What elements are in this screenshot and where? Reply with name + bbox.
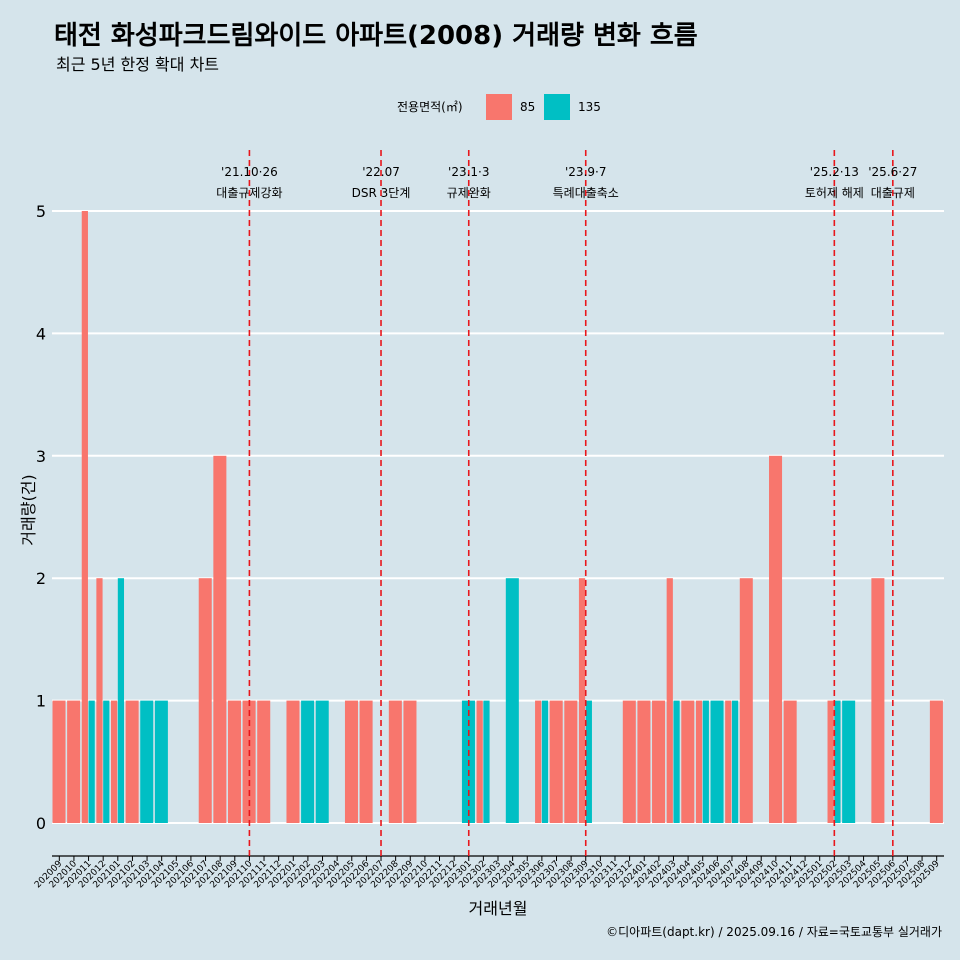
bar: [769, 455, 783, 823]
bar: [783, 700, 797, 823]
bar: [117, 578, 125, 823]
bar: [622, 700, 636, 823]
caption: ©디아파트(dapt.kr) / 2025.09.16 / 자료=국토교통부 실…: [606, 925, 942, 939]
annotation-date: '25.2·13: [810, 165, 859, 179]
y-tick-label: 5: [36, 202, 46, 221]
bar: [96, 578, 103, 823]
legend-label-135: 135: [578, 100, 601, 114]
y-tick-label: 1: [36, 692, 46, 711]
y-axis-title: 거래량(건): [19, 474, 38, 545]
annotation-text: 대출규제: [871, 186, 915, 200]
y-tick-label: 2: [36, 569, 46, 588]
annotation-text: 규제완화: [447, 186, 491, 200]
bar: [103, 700, 110, 823]
bar: [564, 700, 578, 823]
annotation-text: 대출규제강화: [216, 186, 282, 200]
y-axis: 0 1 2 3 4 5: [36, 202, 46, 833]
bar: [315, 700, 329, 823]
annotation-text: DSR 3단계: [352, 186, 411, 200]
bars: [52, 211, 943, 823]
legend-label-85: 85: [520, 100, 535, 114]
bar: [827, 700, 834, 823]
bar: [578, 578, 586, 823]
legend-title: 전용면적(㎡): [397, 100, 463, 114]
annotation-date: '23.1·3: [448, 165, 489, 179]
bar: [403, 700, 417, 823]
chart-subtitle: 최근 5년 한정 확대 차트: [56, 55, 219, 74]
x-axis: 2020092020102020112020122021012021022021…: [33, 855, 944, 890]
bar: [541, 700, 549, 823]
x-axis-title: 거래년월: [469, 899, 528, 918]
bar: [666, 578, 673, 823]
bar: [286, 700, 300, 823]
bar: [505, 578, 519, 823]
bar: [702, 700, 709, 823]
bar: [125, 700, 139, 823]
bar: [476, 700, 483, 823]
annotation-date: '23.9·7: [565, 165, 606, 179]
bar: [549, 700, 563, 823]
bar: [388, 700, 402, 823]
bar: [710, 700, 724, 823]
bar: [198, 578, 212, 823]
bar: [344, 700, 358, 823]
bar: [257, 700, 271, 823]
bar: [842, 700, 856, 823]
policy-annotations: '21.10·26 대출규제강화 '22.07 DSR 3단계 '23.1·3 규제완화 '…: [216, 150, 917, 856]
bar: [110, 700, 118, 823]
bar: [88, 700, 95, 823]
legend-swatch-135: [544, 94, 570, 120]
y-tick-label: 0: [36, 814, 46, 833]
bar: [67, 700, 81, 823]
bar: [213, 455, 227, 823]
grid-lines: [52, 210, 944, 824]
bar: [81, 211, 88, 823]
legend: 전용면적(㎡) 85 135: [397, 94, 601, 120]
bar: [929, 700, 943, 823]
legend-swatch-85: [486, 94, 512, 120]
bar: [725, 700, 732, 823]
bar: [301, 700, 315, 823]
bar: [535, 700, 542, 823]
annotation-text: 특례대출축소: [553, 186, 619, 200]
bar: [483, 700, 490, 823]
bar: [739, 578, 753, 823]
y-tick-label: 3: [36, 447, 46, 466]
bar: [673, 700, 680, 823]
bar: [637, 700, 651, 823]
bar: [834, 700, 841, 823]
bar: [695, 700, 703, 823]
bar: [871, 578, 885, 823]
bar: [359, 700, 373, 823]
bar: [585, 700, 592, 823]
y-tick-label: 4: [36, 324, 46, 343]
annotation-date: '22.07: [362, 165, 400, 179]
bar: [227, 700, 241, 823]
annotation-date: '25.6·27: [868, 165, 917, 179]
bar: [140, 700, 154, 823]
bar: [52, 700, 66, 823]
chart-title: 태전 화성파크드림와이드 아파트(2008) 거래량 변화 흐름: [54, 21, 698, 51]
bar: [154, 700, 168, 823]
bar: [731, 700, 739, 823]
annotation-date: '21.10·26: [221, 165, 278, 179]
annotation-text: 토허제 해제: [805, 186, 864, 200]
bar: [681, 700, 695, 823]
bar: [652, 700, 666, 823]
